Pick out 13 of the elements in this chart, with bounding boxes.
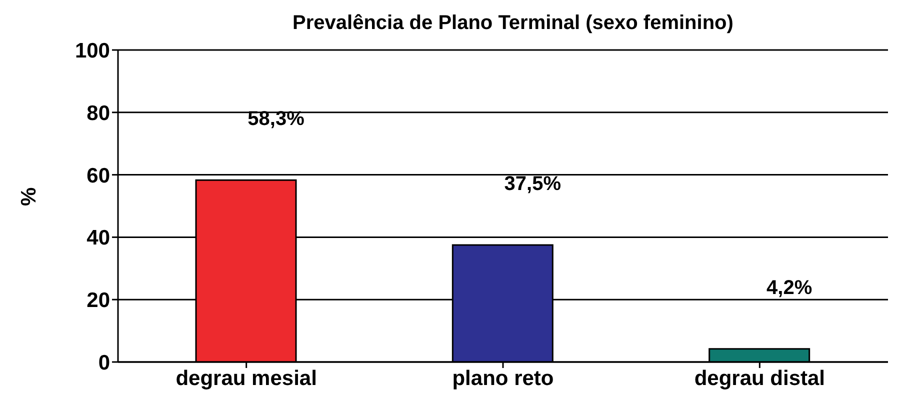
- x-tick-label: plano reto: [452, 366, 554, 390]
- y-tick-label: 100: [74, 39, 110, 62]
- data-label: 4,2%: [766, 276, 812, 299]
- y-tick-label: 0: [98, 351, 110, 374]
- x-tick-label: degrau distal: [694, 366, 826, 390]
- x-tick-label: degrau mesial: [176, 366, 317, 390]
- y-axis-title: %: [17, 187, 40, 206]
- y-tick-label: 20: [86, 289, 110, 312]
- chart-title: Prevalência de Plano Terminal (sexo feminino): [292, 11, 734, 36]
- y-tick-label: 40: [86, 226, 110, 250]
- y-tick-label: 80: [86, 102, 110, 125]
- data-label: 37,5%: [504, 173, 562, 195]
- y-tick-label: 60: [86, 164, 110, 188]
